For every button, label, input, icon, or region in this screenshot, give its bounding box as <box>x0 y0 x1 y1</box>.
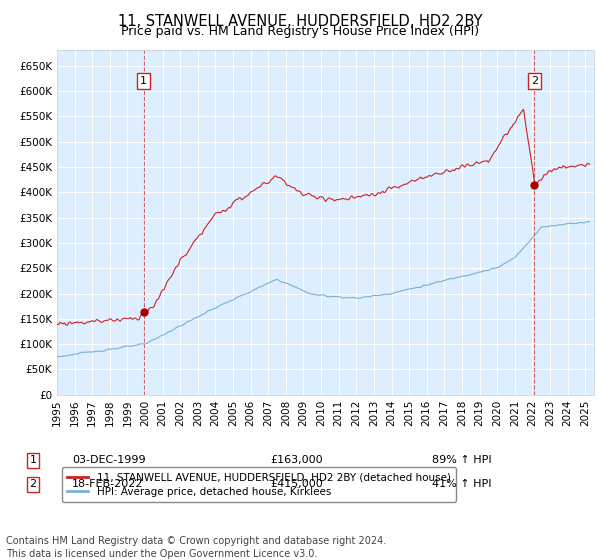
Text: 18-FEB-2022: 18-FEB-2022 <box>72 479 143 489</box>
Text: Price paid vs. HM Land Registry's House Price Index (HPI): Price paid vs. HM Land Registry's House … <box>121 25 479 38</box>
Text: 03-DEC-1999: 03-DEC-1999 <box>72 455 146 465</box>
Text: 89% ↑ HPI: 89% ↑ HPI <box>432 455 491 465</box>
Text: Contains HM Land Registry data © Crown copyright and database right 2024.
This d: Contains HM Land Registry data © Crown c… <box>6 536 386 559</box>
Text: £163,000: £163,000 <box>270 455 323 465</box>
Text: £415,000: £415,000 <box>270 479 323 489</box>
Text: 1: 1 <box>29 455 37 465</box>
Text: 2: 2 <box>29 479 37 489</box>
Text: 41% ↑ HPI: 41% ↑ HPI <box>432 479 491 489</box>
Text: 11, STANWELL AVENUE, HUDDERSFIELD, HD2 2BY: 11, STANWELL AVENUE, HUDDERSFIELD, HD2 2… <box>118 14 482 29</box>
Legend: 11, STANWELL AVENUE, HUDDERSFIELD, HD2 2BY (detached house), HPI: Average price,: 11, STANWELL AVENUE, HUDDERSFIELD, HD2 2… <box>62 467 456 502</box>
Text: 2: 2 <box>531 76 538 86</box>
Text: 1: 1 <box>140 76 147 86</box>
